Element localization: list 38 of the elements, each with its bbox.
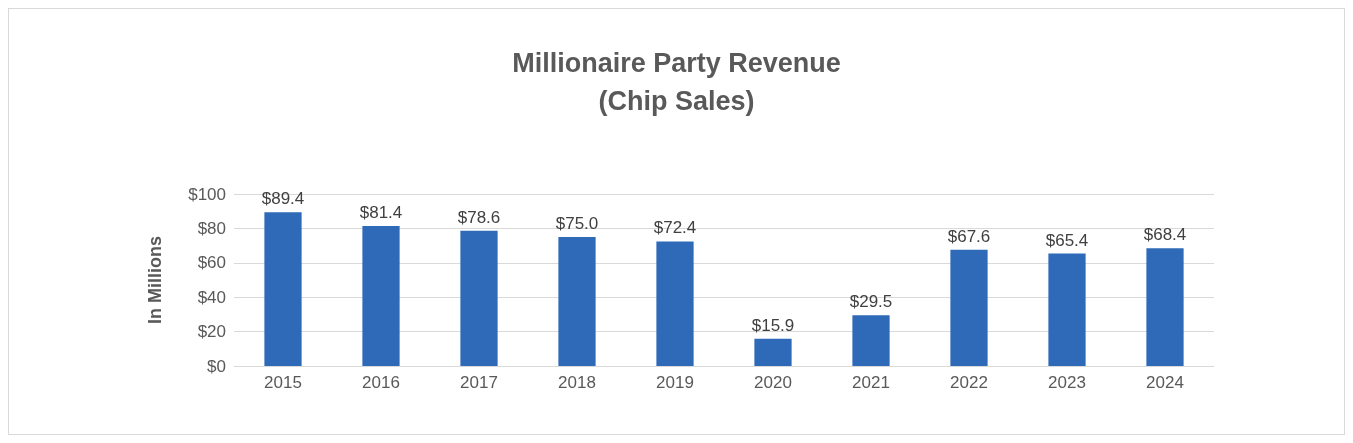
data-label: $75.0 — [555, 214, 599, 233]
y-tick-label: $20 — [197, 322, 226, 342]
y-tick-label: $100 — [188, 184, 226, 204]
x-tick-label: 2023 — [1048, 373, 1086, 392]
y-tick-label: $60 — [197, 253, 226, 273]
x-tick-label: 2018 — [558, 373, 596, 392]
bar — [852, 315, 890, 366]
x-tick-label: 2020 — [754, 373, 792, 392]
data-label: $29.5 — [849, 292, 893, 312]
y-axis-title: In Millions — [145, 236, 165, 324]
bar — [264, 212, 302, 366]
x-tick-label: 2022 — [950, 373, 988, 392]
x-tick-label: 2021 — [852, 373, 890, 392]
x-tick-label: 2024 — [1146, 373, 1184, 392]
bar — [656, 241, 694, 366]
data-label: $72.4 — [653, 218, 697, 238]
data-label: $67.6 — [947, 226, 991, 246]
data-label: $78.6 — [457, 207, 501, 227]
x-tick-label: 2017 — [460, 373, 498, 392]
bar — [754, 338, 792, 366]
x-tick-label: 2016 — [362, 373, 400, 392]
bar — [1048, 253, 1086, 366]
data-label: $68.4 — [1143, 225, 1187, 245]
data-label: $15.9 — [751, 315, 795, 335]
x-tick-label: 2015 — [264, 373, 302, 392]
bar — [950, 249, 988, 366]
bar — [558, 237, 596, 366]
bar — [1146, 248, 1184, 366]
bar — [362, 225, 400, 366]
data-label: $89.4 — [261, 189, 305, 209]
y-tick-label: $80 — [197, 218, 226, 238]
bar — [460, 230, 498, 366]
y-tick-label: $0 — [207, 356, 226, 376]
data-label: $65.4 — [1045, 230, 1089, 250]
x-tick-label: 2019 — [656, 373, 694, 392]
data-label: $81.4 — [359, 202, 403, 222]
chart-title: Millionaire Party Revenue (Chip Sales) — [512, 48, 841, 116]
y-tick-label: $40 — [197, 287, 226, 307]
